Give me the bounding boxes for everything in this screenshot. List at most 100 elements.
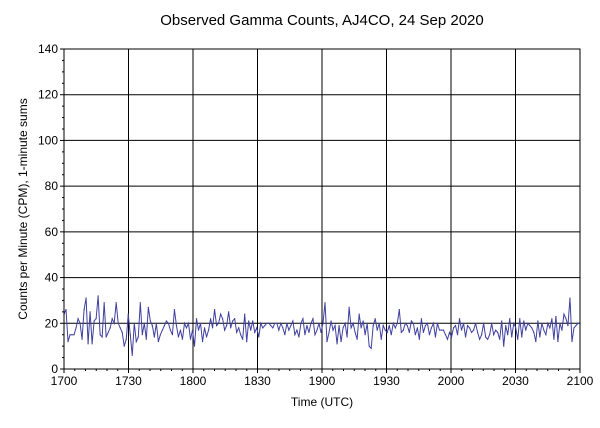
data-point xyxy=(109,327,111,329)
data-point xyxy=(75,327,77,329)
data-point xyxy=(489,334,491,336)
data-point xyxy=(93,320,95,322)
data-point xyxy=(450,336,453,338)
data-point xyxy=(418,338,420,340)
data-point xyxy=(374,318,376,320)
data-point xyxy=(386,331,388,334)
data-point xyxy=(462,322,465,324)
data-point xyxy=(282,327,284,329)
data-point xyxy=(278,329,280,331)
data-point xyxy=(468,327,471,329)
data-point xyxy=(230,327,232,329)
x-tick-label: 1800 xyxy=(180,374,207,388)
data-point xyxy=(517,338,519,340)
data-point xyxy=(438,329,441,331)
data-point xyxy=(523,320,525,322)
data-point xyxy=(491,322,493,324)
data-point xyxy=(368,345,370,347)
data-point xyxy=(320,331,322,334)
data-point xyxy=(342,327,344,329)
x-axis-ticks: 1700 1730 1800 1830 1900 1930 2000 2030 2100 xyxy=(51,369,594,388)
data-point xyxy=(432,322,435,324)
data-point xyxy=(499,338,501,340)
data-point xyxy=(551,318,553,320)
data-point xyxy=(521,336,523,338)
data-point xyxy=(414,334,416,336)
data-point xyxy=(477,331,479,334)
grid xyxy=(64,49,580,369)
data-point xyxy=(396,322,398,324)
data-point xyxy=(151,324,153,327)
data-point xyxy=(509,318,511,320)
data-point xyxy=(163,324,165,327)
data-point xyxy=(515,327,517,329)
data-point xyxy=(222,318,224,320)
data-point xyxy=(308,331,310,334)
data-point xyxy=(302,318,304,320)
chart-title: Observed Gamma Counts, AJ4CO, 24 Sep 202… xyxy=(160,12,484,29)
x-tick-label: 2030 xyxy=(502,374,529,388)
data-point xyxy=(177,336,180,338)
data-point xyxy=(252,320,254,322)
data-point xyxy=(541,322,543,324)
data-point xyxy=(268,322,270,324)
y-axis-ticks: 0 20 40 60 80 100 120 140 xyxy=(38,42,64,376)
y-tick-label: 100 xyxy=(38,133,58,147)
data-point xyxy=(426,322,429,324)
data-point xyxy=(567,324,569,327)
data-point xyxy=(525,329,527,331)
data-point xyxy=(121,331,123,334)
data-point xyxy=(483,322,485,324)
data-point xyxy=(569,297,571,299)
data-point xyxy=(334,324,336,327)
data-point xyxy=(527,322,529,324)
y-tick-label: 80 xyxy=(45,179,59,193)
data-point xyxy=(191,329,194,331)
data-point xyxy=(535,340,537,343)
data-point xyxy=(232,320,234,322)
data-point xyxy=(571,340,573,343)
data-point xyxy=(390,334,392,336)
data-point xyxy=(456,334,459,336)
data-point xyxy=(394,327,396,329)
data-point xyxy=(539,336,541,338)
data-point xyxy=(246,340,248,343)
data-point xyxy=(430,327,433,329)
data-point xyxy=(107,331,109,334)
data-point xyxy=(240,334,242,336)
data-point xyxy=(149,320,151,322)
data-point xyxy=(472,329,475,331)
data-point xyxy=(127,313,129,315)
data-point xyxy=(236,331,238,334)
data-point xyxy=(157,340,159,343)
data-point xyxy=(266,322,268,324)
x-tick-label: 1700 xyxy=(51,374,78,388)
data-point xyxy=(495,329,497,331)
data-point xyxy=(436,322,439,324)
data-point xyxy=(545,334,547,336)
data-point xyxy=(424,324,426,327)
data-point xyxy=(117,322,119,324)
data-point xyxy=(398,308,400,311)
data-point xyxy=(537,320,539,322)
data-point xyxy=(306,324,308,327)
data-point xyxy=(300,322,302,324)
data-point xyxy=(513,322,515,324)
data-point xyxy=(370,347,372,350)
data-point xyxy=(344,322,346,324)
data-point xyxy=(125,338,127,340)
data-point xyxy=(408,331,410,334)
data-point xyxy=(402,329,404,331)
data-point xyxy=(69,334,71,336)
data-point xyxy=(199,322,202,324)
data-point xyxy=(362,320,364,322)
data-point xyxy=(479,338,481,340)
data-point xyxy=(428,334,431,336)
data-point xyxy=(507,334,509,336)
data-point xyxy=(73,334,75,336)
data-point xyxy=(410,320,412,322)
data-point xyxy=(262,327,264,329)
data-point xyxy=(95,318,97,320)
data-point xyxy=(547,322,549,324)
data-point xyxy=(244,313,246,315)
